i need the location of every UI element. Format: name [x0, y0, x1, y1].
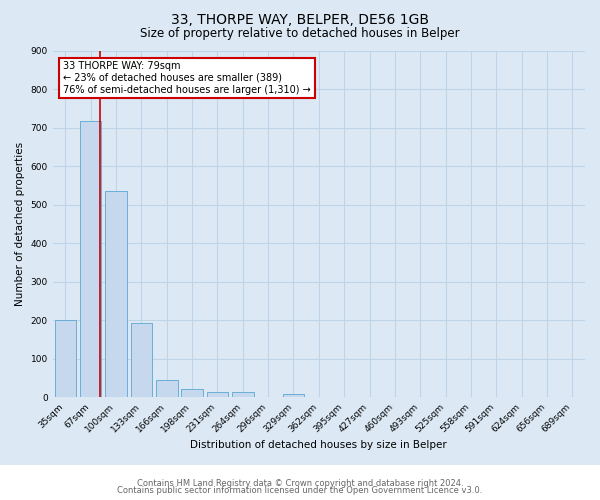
Text: 33, THORPE WAY, BELPER, DE56 1GB: 33, THORPE WAY, BELPER, DE56 1GB	[171, 12, 429, 26]
X-axis label: Distribution of detached houses by size in Belper: Distribution of detached houses by size …	[190, 440, 447, 450]
Bar	[232, 392, 254, 398]
Text: Size of property relative to detached houses in Belper: Size of property relative to detached ho…	[140, 28, 460, 40]
Text: Contains HM Land Registry data © Crown copyright and database right 2024.: Contains HM Land Registry data © Crown c…	[137, 478, 463, 488]
Bar	[156, 380, 178, 398]
Bar	[283, 394, 304, 398]
Bar	[55, 320, 76, 398]
Bar	[105, 191, 127, 398]
Bar	[80, 122, 101, 398]
Text: 33 THORPE WAY: 79sqm
← 23% of detached houses are smaller (389)
76% of semi-deta: 33 THORPE WAY: 79sqm ← 23% of detached h…	[64, 62, 311, 94]
Bar	[206, 392, 228, 398]
Text: Contains public sector information licensed under the Open Government Licence v3: Contains public sector information licen…	[118, 486, 482, 495]
Bar	[131, 323, 152, 398]
Y-axis label: Number of detached properties: Number of detached properties	[15, 142, 25, 306]
Bar	[181, 390, 203, 398]
